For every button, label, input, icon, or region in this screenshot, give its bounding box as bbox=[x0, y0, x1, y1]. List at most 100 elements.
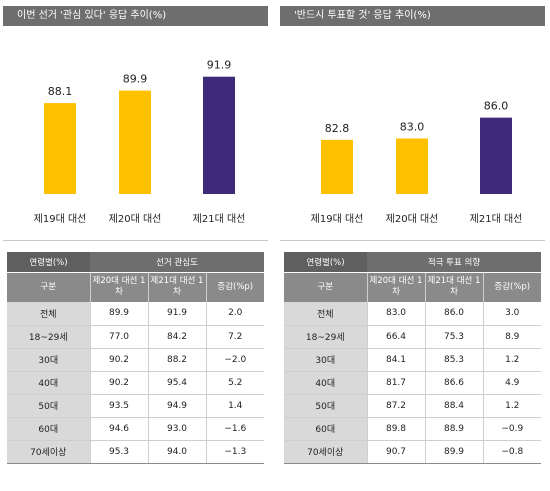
table-cell: 75.3 bbox=[424, 325, 483, 349]
table-cell: −0.8 bbox=[482, 440, 542, 464]
corner-label: 연령별(%) bbox=[7, 252, 90, 273]
col-header: 제20대 대선 1차 bbox=[90, 272, 149, 302]
row-label: 40대 bbox=[284, 371, 367, 395]
row-label: 70세이상 bbox=[284, 440, 367, 464]
bar-value-label: 91.9 bbox=[207, 59, 232, 72]
row-header: 구분 bbox=[284, 272, 368, 302]
table-cell: −2.0 bbox=[205, 348, 264, 372]
col-header: 증감(%p) bbox=[206, 272, 264, 302]
table-cell: 95.4 bbox=[147, 371, 206, 395]
vote-intention-bar-chart: 82.8 제19대 대선 83.0 제20대 대선 86.0 제21대 대선 bbox=[311, 100, 523, 225]
table-cell: 66.4 bbox=[366, 325, 425, 349]
table-row: 50대 87.2 88.4 1.2 bbox=[284, 394, 542, 418]
category-label: 제19대 대선 bbox=[34, 213, 87, 225]
row-label: 60대 bbox=[284, 417, 367, 441]
chart-area: 88.1 제19대 대선 89.9 제20대 대선 91.9 제21대 대선 bbox=[3, 26, 268, 240]
category-label: 제19대 대선 bbox=[311, 213, 364, 225]
divider bbox=[280, 240, 545, 241]
table-cell: 8.9 bbox=[482, 325, 542, 349]
table-cell: −1.3 bbox=[205, 440, 264, 464]
table-cell: 88.9 bbox=[424, 417, 483, 441]
table-cell: 77.0 bbox=[89, 325, 148, 349]
row-label: 50대 bbox=[284, 394, 367, 418]
table-cell: 93.0 bbox=[147, 417, 206, 441]
row-label: 70세이상 bbox=[7, 440, 90, 464]
corner-label: 연령별(%) bbox=[284, 252, 367, 273]
bar-value-label: 83.0 bbox=[400, 120, 425, 133]
col-header: 제20대 대선 1차 bbox=[367, 272, 426, 302]
table-cell: 84.2 bbox=[147, 325, 206, 349]
table-cell: 91.9 bbox=[147, 302, 206, 326]
vote-table-wrap: 연령별(%) 적극 투표 의향 구분 제20대 대선 1차 제21대 대선 1차… bbox=[284, 252, 542, 464]
table-cell: 2.0 bbox=[205, 302, 264, 326]
row-label: 18~29세 bbox=[7, 325, 90, 349]
col-header: 제21대 대선 1차 bbox=[148, 272, 207, 302]
table-cell: 87.2 bbox=[366, 394, 425, 418]
bar-1 bbox=[44, 103, 76, 194]
category-label: 제21대 대선 bbox=[193, 213, 246, 225]
row-label: 60대 bbox=[7, 417, 90, 441]
table-cell: 94.0 bbox=[147, 440, 206, 464]
table-cell: 86.6 bbox=[424, 371, 483, 395]
table-cell: 7.2 bbox=[205, 325, 264, 349]
table-cell: 89.8 bbox=[366, 417, 425, 441]
table-cell: 89.9 bbox=[89, 302, 148, 326]
table-cell: 95.3 bbox=[89, 440, 148, 464]
divider bbox=[3, 240, 268, 241]
row-label: 전체 bbox=[7, 302, 90, 326]
table-cell: 81.7 bbox=[366, 371, 425, 395]
col-header: 증감(%p) bbox=[483, 272, 542, 302]
table-cell: 93.5 bbox=[89, 394, 148, 418]
chart-title: '반드시 투표할 것' 응답 추이(%) bbox=[280, 6, 545, 26]
table-row: 60대 89.8 88.9 −0.9 bbox=[284, 417, 542, 441]
table-row: 70세이상 90.7 89.9 −0.8 bbox=[284, 440, 542, 464]
table-cell: 4.9 bbox=[482, 371, 542, 395]
col-header: 제21대 대선 1차 bbox=[425, 272, 484, 302]
table-row: 18~29세 66.4 75.3 8.9 bbox=[284, 325, 542, 349]
table-cell: 1.2 bbox=[482, 348, 542, 372]
bar-value-label: 89.9 bbox=[123, 73, 148, 86]
table-cell: 90.7 bbox=[366, 440, 425, 464]
table-row: 전체 83.0 86.0 3.0 bbox=[284, 302, 542, 326]
table-row: 30대 84.1 85.3 1.2 bbox=[284, 348, 542, 372]
vote-intention-panel: '반드시 투표할 것' 응답 추이(%) 82.8 제19대 대선 83.0 제20대… bbox=[280, 6, 545, 484]
table-cell: 86.0 bbox=[424, 302, 483, 326]
table-row: 전체 89.9 91.9 2.0 bbox=[7, 302, 264, 326]
row-header: 구분 bbox=[7, 272, 91, 302]
chart-area: 82.8 제19대 대선 83.0 제20대 대선 86.0 제21대 대선 bbox=[280, 26, 545, 240]
table-row: 50대 93.5 94.9 1.4 bbox=[7, 394, 264, 418]
row-label: 30대 bbox=[284, 348, 367, 372]
bar-3 bbox=[480, 117, 512, 194]
row-label: 50대 bbox=[7, 394, 90, 418]
category-label: 제20대 대선 bbox=[386, 213, 439, 225]
row-label: 30대 bbox=[7, 348, 90, 372]
interest-table: 연령별(%) 선거 관심도 구분 제20대 대선 1차 제21대 대선 1차 증… bbox=[7, 252, 264, 464]
table-cell: −1.6 bbox=[205, 417, 264, 441]
table-cell: 3.0 bbox=[482, 302, 542, 326]
interest-panel: 이번 선거 '관심 있다' 응답 추이(%) 88.1 제19대 대선 89.9 제2… bbox=[3, 6, 268, 484]
row-label: 40대 bbox=[7, 371, 90, 395]
table-cell: 1.4 bbox=[205, 394, 264, 418]
row-label: 18~29세 bbox=[284, 325, 367, 349]
row-label: 전체 bbox=[284, 302, 367, 326]
table-row: 60대 94.6 93.0 −1.6 bbox=[7, 417, 264, 441]
table-cell: −0.9 bbox=[482, 417, 542, 441]
table-cell: 83.0 bbox=[366, 302, 425, 326]
table-cell: 94.6 bbox=[89, 417, 148, 441]
table-cell: 5.2 bbox=[205, 371, 264, 395]
interest-bar-chart: 88.1 제19대 대선 89.9 제20대 대선 91.9 제21대 대선 bbox=[34, 59, 246, 225]
vote-intention-table: 연령별(%) 적극 투표 의향 구분 제20대 대선 1차 제21대 대선 1차… bbox=[284, 252, 542, 464]
table-cell: 90.2 bbox=[89, 348, 148, 372]
table-cell: 94.9 bbox=[147, 394, 206, 418]
bar-2 bbox=[396, 138, 428, 194]
table-cell: 84.1 bbox=[366, 348, 425, 372]
bar-2 bbox=[119, 90, 151, 194]
bar-value-label: 88.1 bbox=[48, 85, 73, 98]
bar-3 bbox=[203, 76, 235, 194]
category-label: 제21대 대선 bbox=[470, 213, 523, 225]
bar-value-label: 86.0 bbox=[484, 100, 509, 113]
bar-value-label: 82.8 bbox=[325, 122, 350, 135]
table-row: 18~29세 77.0 84.2 7.2 bbox=[7, 325, 264, 349]
table-cell: 88.4 bbox=[424, 394, 483, 418]
table-cell: 90.2 bbox=[89, 371, 148, 395]
